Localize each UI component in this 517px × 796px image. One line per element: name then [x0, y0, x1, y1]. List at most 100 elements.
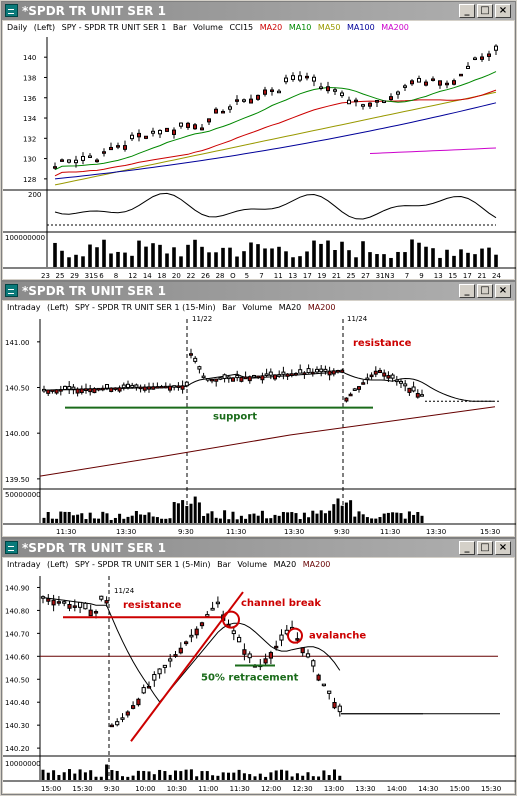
chart-window-icon[interactable]: [5, 541, 18, 554]
y-tick-label: 128: [23, 176, 36, 184]
chart-window-icon[interactable]: [5, 284, 18, 297]
volume-bar: [403, 252, 407, 267]
volume-bar: [277, 246, 281, 267]
minimize-button[interactable]: _: [459, 284, 475, 298]
x-tick-label: 13: [434, 272, 443, 280]
support-annotation: support: [213, 412, 257, 423]
legend-ma200: MA200: [302, 560, 331, 569]
volume-bar: [291, 257, 295, 267]
volume-bar: [88, 512, 92, 523]
candle-body: [88, 388, 93, 393]
volume-bar: [95, 247, 99, 267]
y-tick-label: 130: [23, 156, 36, 164]
volume-bar: [452, 255, 456, 267]
candle-body: [151, 386, 156, 390]
volume-bar: [184, 769, 188, 780]
maximize-button[interactable]: □: [477, 541, 493, 555]
volume-bar: [357, 511, 361, 523]
candle-body: [361, 104, 365, 107]
candle-body: [189, 634, 194, 638]
volume-bar: [305, 251, 309, 267]
volume-bar: [265, 518, 269, 523]
candle-body: [289, 373, 294, 376]
candle-body: [249, 98, 253, 104]
candle-body: [165, 127, 169, 132]
volume-bar: [416, 512, 420, 523]
x-tick-label: 31S: [85, 272, 99, 280]
candle-body: [193, 357, 198, 362]
legend-cci: CCI15: [229, 23, 254, 32]
candle-body: [277, 374, 282, 377]
volume-bar: [63, 511, 67, 523]
candle-body: [79, 388, 84, 394]
volume-bar: [349, 500, 353, 523]
volume-bar: [163, 771, 167, 780]
volume-bar: [105, 513, 109, 523]
volume-bar: [46, 772, 50, 780]
volume-bar: [438, 257, 442, 267]
volume-bar: [60, 250, 64, 267]
volume-bar: [144, 246, 148, 267]
candle-body: [256, 94, 260, 100]
volume-bar: [189, 769, 193, 780]
maximize-button[interactable]: □: [477, 284, 493, 298]
close-button[interactable]: ×: [495, 4, 511, 18]
y-tick-label: 141.00: [5, 339, 30, 347]
volume-bar: [118, 513, 122, 523]
volume-bar: [494, 254, 498, 267]
candle-body: [368, 102, 372, 107]
chart-window-icon[interactable]: [5, 4, 18, 17]
candle-body: [207, 118, 211, 123]
x-tick-label: 11:30: [56, 528, 76, 536]
volume-bar: [92, 518, 96, 523]
candle-body: [178, 647, 183, 654]
title-bar[interactable]: *SPDR TR UNIT SER 1 _ □ ×: [2, 282, 515, 300]
volume-bar: [116, 251, 120, 267]
title-bar[interactable]: *SPDR TR UNIT SER 1 _ □ ×: [2, 539, 515, 557]
minimize-button[interactable]: _: [459, 541, 475, 555]
candle-body: [137, 132, 141, 138]
volume-bar: [294, 513, 298, 523]
candle-body: [163, 385, 168, 389]
volume-bar: [76, 514, 80, 523]
y-tick-label: 140.50: [5, 676, 30, 684]
daily-chart-area[interactable]: Daily (Left) SPY - SPDR TR UNIT SER 1 Ba…: [3, 21, 516, 280]
volume-bar: [164, 518, 168, 523]
avalanche-annotation: avalanche: [309, 631, 366, 642]
candle-body: [365, 377, 370, 381]
volume-bar: [151, 516, 155, 523]
volume-bar: [354, 257, 358, 267]
minimize-button[interactable]: _: [459, 4, 475, 18]
x-tick-label: 23: [41, 272, 50, 280]
intraday-5min-chart-area[interactable]: Intraday (Left) SPY - SPDR TR UNIT SER 1…: [3, 558, 516, 793]
maximize-button[interactable]: □: [477, 4, 493, 18]
cci-tick-label: 200: [28, 191, 41, 199]
volume-bar: [407, 511, 411, 523]
volume-bar: [41, 769, 45, 780]
volume-bar: [459, 249, 463, 267]
candle-body: [51, 599, 56, 606]
volume-bar: [113, 517, 117, 523]
candle-body: [93, 611, 99, 614]
candle-body: [305, 75, 309, 79]
candle-body: [268, 371, 273, 376]
close-button[interactable]: ×: [495, 284, 511, 298]
volume-bar: [347, 250, 351, 267]
volume-bar: [370, 518, 374, 523]
volume-bar: [185, 505, 189, 523]
x-tick-label: 13:00: [324, 785, 344, 793]
volume-bar: [312, 240, 316, 267]
volume-bar: [323, 513, 327, 523]
close-button[interactable]: ×: [495, 541, 511, 555]
x-tick-label: 13: [288, 272, 297, 280]
volume-bar: [302, 512, 306, 523]
candle-body: [117, 387, 122, 392]
x-tick-label: 15:30: [72, 785, 92, 793]
x-tick-label: 29: [70, 272, 79, 280]
x-tick-label: 12:30: [292, 785, 312, 793]
title-bar[interactable]: *SPDR TR UNIT SER 1 _ □ ×: [2, 2, 515, 20]
volume-bar: [214, 517, 218, 523]
volume-bar: [431, 248, 435, 267]
intraday-15min-chart-area[interactable]: Intraday (Left) SPY - SPDR TR UNIT SER 1…: [3, 301, 516, 536]
volume-bar: [202, 515, 206, 523]
